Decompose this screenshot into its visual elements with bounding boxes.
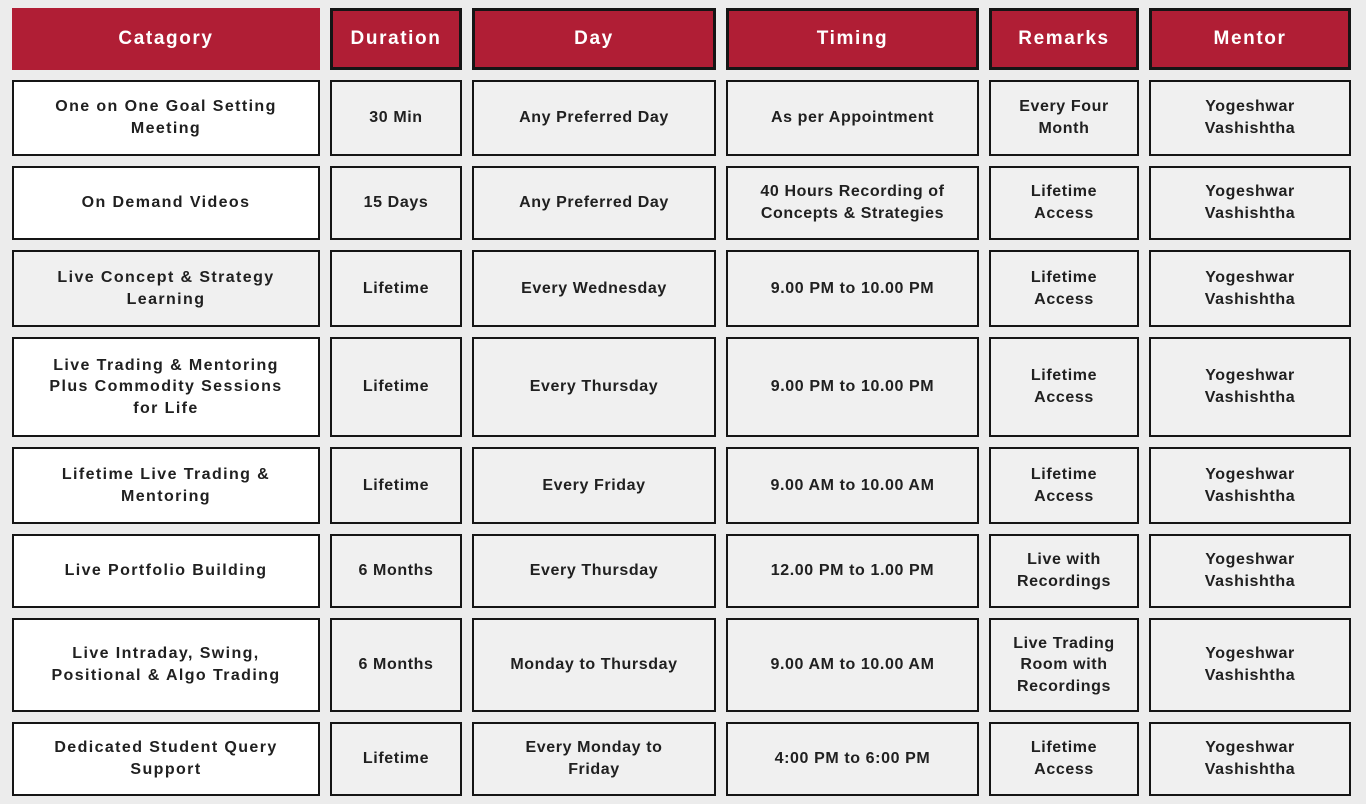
header-cell-catagory: Catagory — [12, 8, 320, 70]
cell-mentor: Yogeshwar Vashishtha — [1149, 534, 1351, 608]
cell-category: Dedicated Student Query Support — [12, 722, 320, 796]
cell-mentor: Yogeshwar Vashishtha — [1149, 80, 1351, 156]
cell-duration: Lifetime — [330, 722, 462, 796]
cell-category: Live Portfolio Building — [12, 534, 320, 608]
cell-mentor: Yogeshwar Vashishtha — [1149, 166, 1351, 240]
cell-day: Any Preferred Day — [472, 166, 716, 240]
cell-day: Every Thursday — [472, 337, 716, 437]
cell-category: Live Trading & Mentoring Plus Commodity … — [12, 337, 320, 437]
header-cell-mentor: Mentor — [1149, 8, 1351, 70]
cell-day: Every Wednesday — [472, 250, 716, 327]
cell-remarks: Lifetime Access — [989, 722, 1139, 796]
cell-timing: 4:00 PM to 6:00 PM — [726, 722, 979, 796]
cell-timing: 9.00 AM to 10.00 AM — [726, 618, 979, 712]
cell-day: Every Friday — [472, 447, 716, 524]
cell-day: Every Thursday — [472, 534, 716, 608]
cell-remarks: Live with Recordings — [989, 534, 1139, 608]
cell-remarks: Lifetime Access — [989, 250, 1139, 327]
cell-timing: As per Appointment — [726, 80, 979, 156]
cell-category: One on One Goal Setting Meeting — [12, 80, 320, 156]
cell-mentor: Yogeshwar Vashishtha — [1149, 618, 1351, 712]
cell-duration: Lifetime — [330, 447, 462, 524]
cell-timing: 9.00 PM to 10.00 PM — [726, 250, 979, 327]
header-cell-day: Day — [472, 8, 716, 70]
cell-remarks: Live Trading Room with Recordings — [989, 618, 1139, 712]
cell-category: Live Intraday, Swing, Positional & Algo … — [12, 618, 320, 712]
cell-remarks: Lifetime Access — [989, 166, 1139, 240]
cell-mentor: Yogeshwar Vashishtha — [1149, 250, 1351, 327]
cell-timing: 9.00 PM to 10.00 PM — [726, 337, 979, 437]
header-cell-duration: Duration — [330, 8, 462, 70]
cell-duration: 6 Months — [330, 534, 462, 608]
cell-timing: 40 Hours Recording of Concepts & Strateg… — [726, 166, 979, 240]
cell-duration: 30 Min — [330, 80, 462, 156]
cell-category: Live Concept & Strategy Learning — [12, 250, 320, 327]
cell-duration: Lifetime — [330, 337, 462, 437]
header-cell-remarks: Remarks — [989, 8, 1139, 70]
cell-day: Any Preferred Day — [472, 80, 716, 156]
cell-remarks: Lifetime Access — [989, 337, 1139, 437]
cell-mentor: Yogeshwar Vashishtha — [1149, 337, 1351, 437]
cell-day: Monday to Thursday — [472, 618, 716, 712]
cell-category: On Demand Videos — [12, 166, 320, 240]
cell-timing: 9.00 AM to 10.00 AM — [726, 447, 979, 524]
cell-duration: 6 Months — [330, 618, 462, 712]
cell-duration: Lifetime — [330, 250, 462, 327]
cell-mentor: Yogeshwar Vashishtha — [1149, 447, 1351, 524]
cell-category: Lifetime Live Trading & Mentoring — [12, 447, 320, 524]
cell-remarks: Every Four Month — [989, 80, 1139, 156]
cell-mentor: Yogeshwar Vashishtha — [1149, 722, 1351, 796]
cell-duration: 15 Days — [330, 166, 462, 240]
header-cell-timing: Timing — [726, 8, 979, 70]
cell-remarks: Lifetime Access — [989, 447, 1139, 524]
cell-timing: 12.00 PM to 1.00 PM — [726, 534, 979, 608]
cell-day: Every Monday to Friday — [472, 722, 716, 796]
